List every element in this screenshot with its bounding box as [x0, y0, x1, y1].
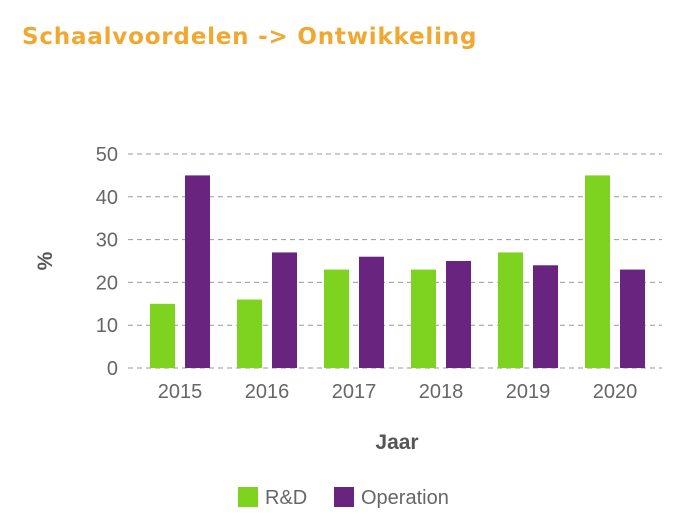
- chart-title: Schaalvoordelen -> Ontwikkeling: [22, 24, 478, 50]
- bar-r-d-2019: [498, 252, 523, 368]
- x-tick-label: 2018: [419, 381, 464, 403]
- y-tick-label: 10: [96, 315, 118, 337]
- legend: R&D Operation: [238, 487, 449, 509]
- y-axis-ticks: 0 10 20 30 40 50: [96, 144, 118, 380]
- x-tick-label: 2017: [332, 381, 377, 403]
- y-tick-label: 40: [96, 187, 118, 209]
- x-tick-label: 2019: [506, 381, 551, 403]
- y-tick-label: 50: [96, 144, 118, 166]
- bar-r-d-2015: [150, 303, 175, 368]
- bar-operation-2018: [446, 261, 471, 368]
- x-tick-label: 2016: [245, 381, 290, 403]
- bar-operation-2015: [185, 175, 210, 368]
- bar-operation-2017: [359, 256, 384, 368]
- legend-swatch: [238, 487, 258, 507]
- grid-lines: [128, 153, 662, 369]
- bar-operation-2016: [272, 252, 297, 368]
- bar-operation-2019: [533, 265, 558, 368]
- y-tick-label: 0: [107, 358, 118, 380]
- bar-r-d-2018: [411, 269, 436, 368]
- bar-operation-2020: [620, 269, 645, 368]
- y-axis-label: %: [34, 251, 57, 270]
- legend-label: Operation: [361, 487, 449, 509]
- x-axis-ticks: 2015 2016 2017 2018 2019 2020: [158, 381, 638, 403]
- x-tick-label: 2020: [593, 381, 638, 403]
- y-tick-label: 30: [96, 230, 118, 252]
- x-axis-label: Jaar: [375, 431, 418, 454]
- x-tick-label: 2015: [158, 381, 203, 403]
- bar-r-d-2020: [585, 175, 610, 368]
- legend-label: R&D: [265, 487, 307, 509]
- legend-swatch: [334, 487, 354, 507]
- bars: [150, 175, 645, 368]
- y-tick-label: 20: [96, 272, 118, 294]
- bar-r-d-2016: [237, 299, 262, 368]
- bar-r-d-2017: [324, 269, 349, 368]
